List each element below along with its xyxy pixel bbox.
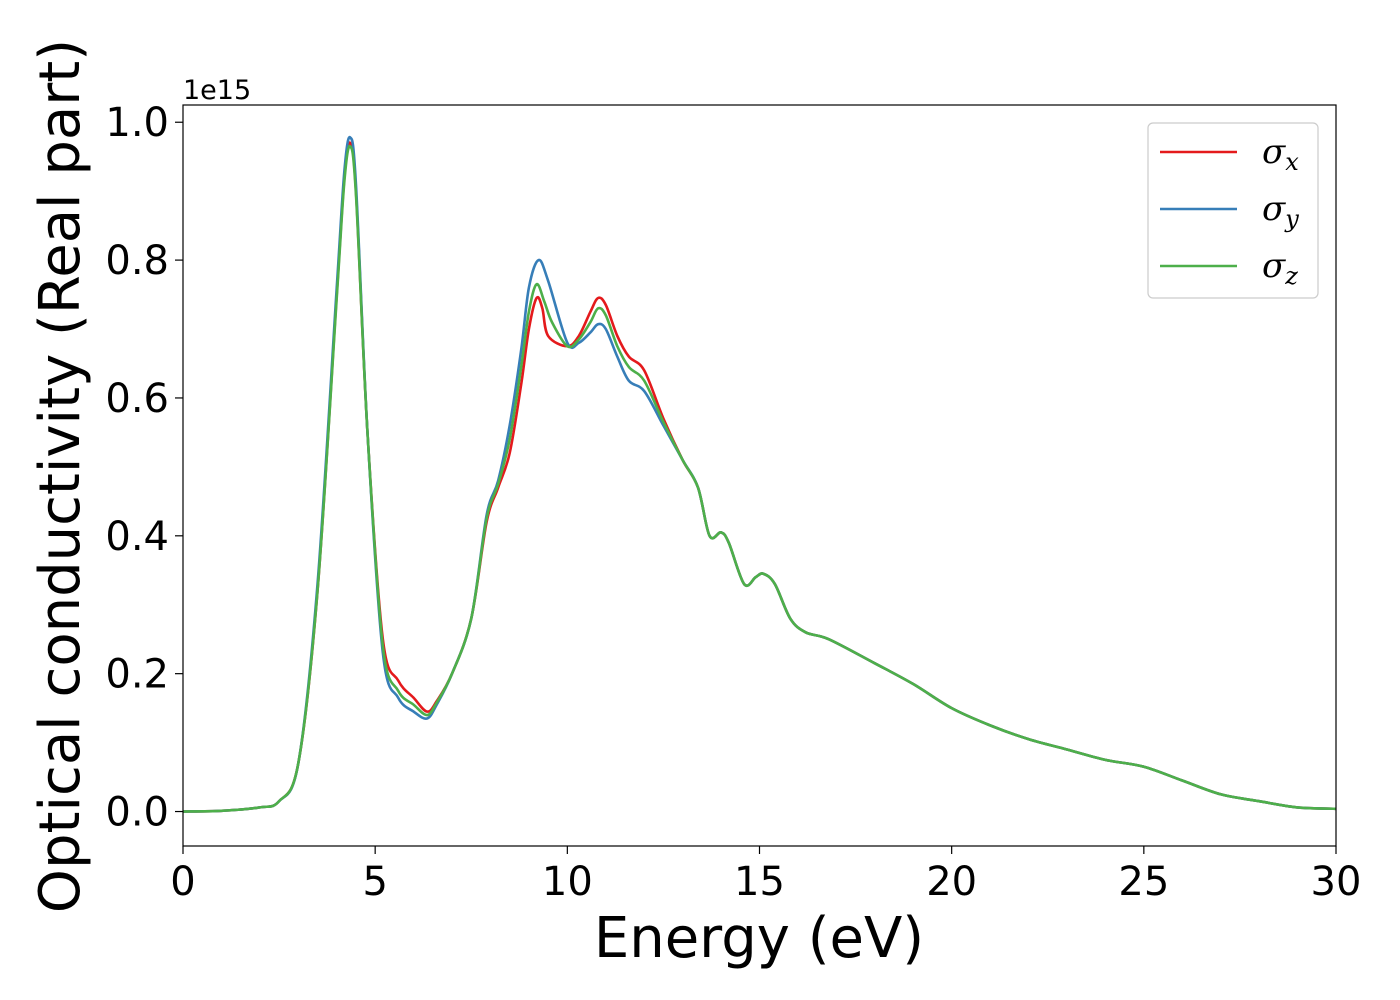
y-tick-label: 1.0: [105, 100, 169, 146]
x-axis-ticks: 0 5 10 15 20 25 30: [170, 846, 1361, 905]
y-axis-label: Optical conductivity (Real part): [28, 39, 93, 913]
y-axis-ticks: 0.0 0.2 0.4 0.6 0.8 1.0: [105, 100, 183, 836]
legend-label-z: σz: [1262, 246, 1298, 290]
y-tick-label: 0.8: [105, 238, 169, 284]
x-tick-label: 20: [926, 859, 977, 905]
y-tick-label: 0.0: [105, 790, 169, 836]
series-line-z: [183, 144, 1336, 813]
y-tick-label: 0.2: [105, 652, 169, 698]
legend-label-x: σx: [1262, 132, 1299, 176]
x-tick-label: 5: [362, 859, 387, 905]
y-offset-label: 1e15: [183, 75, 251, 106]
legend-label-y: σy: [1262, 189, 1299, 233]
legend-entries: σx σy σz: [1160, 132, 1299, 290]
x-tick-label: 0: [170, 859, 195, 905]
x-tick-label: 10: [542, 859, 593, 905]
x-tick-label: 15: [734, 859, 785, 905]
legend-box: [1147, 122, 1319, 299]
y-tick-label: 0.4: [105, 514, 169, 560]
series-layer: [183, 135, 1336, 813]
y-tick-label: 0.6: [105, 376, 169, 422]
legend: σx σy σz: [1147, 122, 1319, 299]
x-tick-label: 25: [1118, 859, 1169, 905]
x-tick-label: 30: [1311, 859, 1362, 905]
x-axis-label: Energy (eV): [594, 906, 924, 971]
